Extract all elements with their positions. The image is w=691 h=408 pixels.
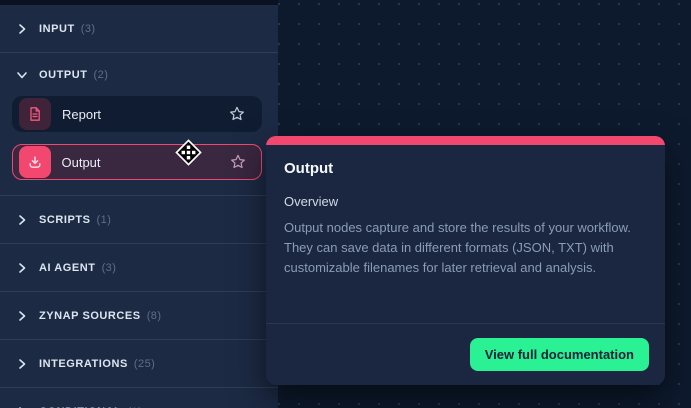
chevron-right-icon (15, 213, 29, 227)
report-icon-container (19, 98, 51, 130)
section-count-integrations: (25) (133, 357, 156, 370)
section-count-zynap-sources: (8) (146, 309, 162, 322)
chevron-right-icon (15, 357, 29, 371)
chevron-right-icon (15, 261, 29, 275)
section-count-conditional: (1) (127, 406, 142, 408)
section-count-output: (2) (93, 68, 109, 81)
sidebar-section-ai-agent: AI AGENT (3) (0, 244, 278, 292)
sidebar-section-zynap-sources: ZYNAP SOURCES (8) (0, 292, 278, 340)
node-label: Output (61, 154, 101, 170)
section-header-zynap-sources[interactable]: ZYNAP SOURCES (8) (0, 292, 278, 339)
output-icon-container (18, 146, 51, 178)
node-doc-popover: Output Overview Output nodes capture and… (266, 136, 665, 385)
sidebar-section-scripts: SCRIPTS (1) (0, 196, 278, 244)
section-count-ai-agent: (3) (101, 261, 117, 274)
section-label-conditional: CONDITIONAL (39, 406, 121, 408)
section-count-input: (3) (80, 22, 96, 35)
section-label-zynap-sources: ZYNAP SOURCES (39, 309, 141, 322)
section-label-scripts: SCRIPTS (39, 213, 91, 226)
sidebar-section-output: OUTPUT (2) Report (0, 53, 278, 196)
popover-description: Output nodes capture and store the resul… (284, 220, 631, 275)
sidebar-section-conditional: CONDITIONAL (1) (0, 388, 278, 408)
section-count-scripts: (1) (96, 213, 112, 226)
sidebar-section-input: INPUT (3) (0, 5, 278, 53)
chevron-down-icon (15, 68, 29, 82)
section-header-integrations[interactable]: INTEGRATIONS (25) (0, 340, 278, 387)
section-label-ai-agent: AI AGENT (39, 261, 96, 274)
section-header-scripts[interactable]: SCRIPTS (1) (0, 196, 278, 243)
node-library-sidebar: INPUT (3) OUTPUT (2) Report (0, 0, 278, 408)
section-label-integrations: INTEGRATIONS (39, 357, 128, 370)
star-icon[interactable] (229, 153, 247, 171)
section-header-conditional[interactable]: CONDITIONAL (1) (0, 388, 278, 408)
document-icon (27, 106, 43, 122)
popover-accent-bar (266, 136, 665, 145)
section-header-input[interactable]: INPUT (3) (0, 5, 278, 52)
star-icon[interactable] (228, 105, 246, 123)
chevron-right-icon (15, 309, 29, 323)
node-label: Report (62, 106, 102, 122)
section-label-input: INPUT (39, 22, 75, 35)
chevron-right-icon (15, 405, 29, 408)
download-icon (27, 154, 43, 170)
section-header-output[interactable]: OUTPUT (2) (0, 53, 278, 96)
node-item-output[interactable]: Output (12, 144, 262, 180)
sidebar-section-integrations: INTEGRATIONS (25) (0, 340, 278, 388)
node-item-report[interactable]: Report (12, 96, 262, 132)
sidebar-top-edge (0, 0, 278, 5)
chevron-right-icon (15, 22, 29, 36)
popover-title: Output (284, 160, 334, 177)
section-header-ai-agent[interactable]: AI AGENT (3) (0, 244, 278, 291)
view-documentation-button[interactable]: View full documentation (469, 338, 649, 371)
section-label-output: OUTPUT (39, 68, 88, 81)
popover-footer: View full documentation (266, 323, 665, 385)
popover-section-heading: Overview (284, 194, 339, 209)
